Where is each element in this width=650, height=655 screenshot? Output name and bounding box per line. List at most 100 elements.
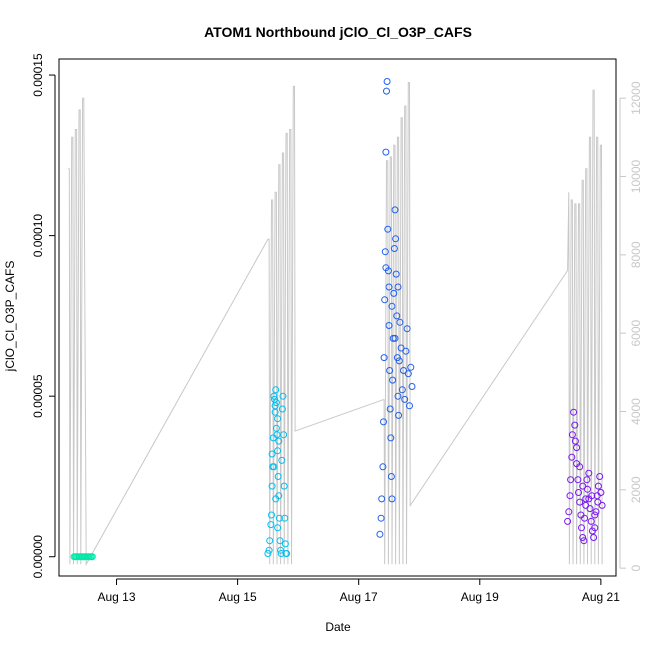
data-point-s2-8	[382, 148, 390, 156]
data-point-s2-42	[382, 264, 390, 272]
data-point-s2-11	[384, 225, 392, 233]
data-point-s3-0	[564, 517, 572, 525]
y-tick-label-2: 0.00010	[31, 214, 45, 258]
data-point-s2-10	[383, 78, 391, 85]
data-point-s2-5	[380, 354, 388, 362]
data-point-s1-19	[277, 546, 285, 554]
data-point-s3-25	[590, 534, 598, 541]
data-point-s3-5	[568, 431, 576, 439]
data-point-s3-36	[582, 501, 590, 509]
x-tick-label-1: Aug 15	[219, 590, 257, 604]
data-point-s3-38	[588, 492, 596, 500]
data-point-s2-13	[385, 322, 393, 329]
data-point-s2-46	[394, 283, 402, 291]
y-tick-label-3: 0.00015	[31, 53, 45, 97]
data-point-s1-18	[276, 537, 284, 545]
data-point-s2-31	[396, 318, 404, 326]
data-point-s1-8	[270, 392, 278, 400]
data-point-s3-20	[584, 485, 591, 493]
data-point-s2-44	[388, 302, 396, 310]
data-point-s2-41	[408, 383, 416, 390]
data-point-s2-26	[393, 312, 401, 320]
data-point-s2-33	[398, 386, 406, 394]
data-point-s3-26	[591, 524, 599, 532]
data-point-s3-12	[576, 498, 584, 506]
data-point-s2-40	[407, 363, 415, 371]
data-point-s2-22	[390, 245, 398, 252]
data-point-s2-17	[387, 473, 395, 480]
data-point-s3-10	[574, 476, 582, 484]
data-point-s2-2	[378, 495, 386, 503]
data-point-s1-37	[274, 524, 282, 532]
data-point-s2-0	[376, 530, 384, 538]
background-line-layer	[68, 82, 603, 567]
data-point-s3-37	[585, 469, 593, 477]
data-point-s2-32	[397, 344, 405, 352]
data-point-s2-3	[379, 463, 387, 471]
data-point-s2-29	[395, 411, 403, 419]
data-point-s3-15	[579, 534, 587, 541]
data-point-s3-39	[591, 511, 599, 519]
data-point-s3-2	[566, 492, 574, 500]
data-point-s2-30	[395, 357, 403, 365]
points-layer	[70, 78, 606, 561]
data-point-s3-32	[598, 501, 606, 509]
data-point-s1-3	[267, 521, 275, 529]
data-point-s2-21	[390, 289, 398, 297]
data-point-s1-27	[281, 540, 289, 548]
data-point-s1-1	[265, 546, 273, 554]
data-point-s1-12	[272, 399, 280, 407]
data-point-s2-4	[380, 418, 387, 426]
y2-tick-label-4: 8000	[629, 241, 643, 268]
data-point-s1-11	[272, 386, 280, 394]
data-point-s2-45	[391, 334, 399, 342]
y2-tick-label-3: 6000	[629, 319, 643, 346]
data-point-s1-25	[280, 482, 288, 490]
data-point-s3-4	[568, 453, 576, 461]
data-point-s1-24	[280, 431, 288, 439]
data-point-s1-30	[271, 408, 279, 416]
data-point-s1-2	[266, 537, 274, 545]
data-point-s3-14	[578, 524, 585, 532]
data-point-s1-22	[278, 405, 286, 413]
x-tick-label-0: Aug 13	[97, 590, 135, 604]
data-point-s2-7	[381, 248, 389, 256]
data-point-s2-28	[394, 392, 402, 400]
data-point-s3-30	[596, 473, 604, 480]
y2-tick-label-2: 4000	[629, 398, 643, 425]
data-point-s1-26	[281, 514, 289, 522]
data-point-s1-0	[264, 550, 272, 557]
data-point-s2-18	[388, 495, 396, 503]
data-point-s1-5	[268, 482, 276, 490]
data-point-s1-35	[270, 463, 278, 471]
data-point-s3-29	[594, 482, 602, 490]
data-point-s2-19	[389, 376, 397, 384]
x-tick-label-2: Aug 17	[340, 590, 378, 604]
data-point-s3-23	[587, 517, 595, 525]
data-point-s3-17	[581, 514, 588, 522]
y2-tick-label-6: 12000	[629, 81, 643, 115]
y-axis-label: jClO_Cl_O3P_CAFS	[3, 261, 17, 373]
data-point-s2-15	[386, 405, 394, 413]
data-point-s3-6	[570, 408, 578, 416]
data-point-s2-38	[404, 370, 412, 378]
x-tick-label-4: Aug 21	[582, 590, 620, 604]
data-point-s2-34	[400, 367, 407, 374]
x-axis-label: Date	[325, 620, 351, 634]
data-point-s3-34	[576, 463, 584, 471]
data-point-s2-6	[381, 296, 389, 304]
data-point-s2-14	[386, 367, 394, 374]
data-point-s2-36	[402, 347, 410, 355]
data-point-s1-34	[268, 450, 276, 458]
data-point-s2-37	[403, 325, 411, 333]
data-point-s3-7	[571, 421, 579, 429]
data-point-s1-4	[268, 511, 275, 519]
data-point-s1-36	[272, 495, 280, 503]
data-point-s1-21	[278, 456, 286, 464]
data-point-s0-15	[88, 553, 96, 561]
chart-title: ATOM1 Northbound jClO_Cl_O3P_CAFS	[204, 24, 472, 40]
data-point-s3-31	[597, 489, 605, 496]
data-point-s1-33	[275, 437, 283, 445]
